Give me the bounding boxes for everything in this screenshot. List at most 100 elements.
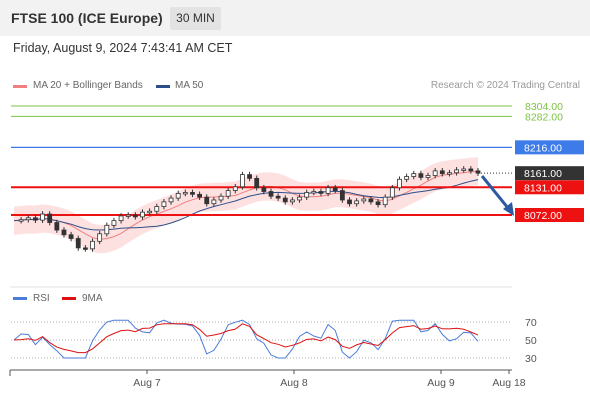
rsi-ma-legend-swatch	[62, 297, 76, 300]
candle-body	[354, 200, 360, 205]
candle-body	[368, 198, 374, 203]
candle-body	[261, 187, 267, 192]
candle-body	[454, 169, 459, 174]
candle-body	[254, 177, 260, 189]
rsi-level-label: 50	[525, 335, 537, 347]
candle-body	[240, 174, 245, 188]
candle-body	[111, 220, 117, 226]
candle-body	[268, 191, 274, 197]
candle-body	[325, 187, 331, 194]
candle-body	[218, 195, 224, 201]
candle-body	[432, 170, 438, 176]
candle-body	[225, 190, 231, 197]
candle-body	[182, 192, 188, 195]
candle-body	[361, 198, 367, 202]
x-axis-label: Aug 9	[427, 377, 455, 389]
candle-body	[232, 186, 238, 191]
candle-body	[197, 193, 203, 198]
rsi-ma-legend-label: 9MA	[82, 293, 103, 304]
forecast-arrowhead	[503, 202, 514, 216]
level-tag	[515, 166, 584, 181]
candle-body	[275, 195, 281, 199]
candle-body	[68, 234, 74, 239]
ma20-legend-swatch	[13, 85, 27, 88]
candle-body	[425, 175, 431, 178]
forecast-arrow	[480, 175, 510, 209]
candle-body	[397, 178, 402, 189]
candle-body	[104, 224, 110, 235]
candle-body	[382, 196, 388, 206]
rsi-level-label: 70	[525, 317, 537, 329]
candle-body	[25, 217, 31, 221]
level-tag	[515, 180, 584, 195]
credit-text: Research © 2024 Trading Central	[430, 80, 580, 91]
candle-body	[61, 229, 67, 236]
level-tag-label: 8161.00	[524, 168, 562, 180]
x-axis-label: Aug 7	[133, 377, 161, 389]
candle-body	[311, 191, 317, 194]
candle-body	[75, 238, 81, 249]
candle-body	[475, 170, 481, 174]
resistance-label: 8282.00	[525, 111, 563, 123]
candle-body	[132, 214, 138, 218]
timestamp: Friday, August 9, 2024 7:43:41 AM CET	[13, 41, 233, 55]
candle-body	[33, 217, 38, 221]
candle-body	[439, 170, 445, 175]
candle-body	[389, 187, 395, 198]
ma20-legend-label: MA 20 + Bollinger Bands	[33, 80, 143, 91]
candle-body	[82, 247, 88, 250]
candle-body	[161, 201, 167, 207]
rsi-level-label: 30	[525, 353, 537, 365]
candle-body	[140, 211, 145, 218]
candle-body	[168, 197, 174, 203]
candle-body	[97, 233, 103, 242]
level-tag-label: 8216.00	[524, 142, 562, 154]
candle-body	[118, 215, 124, 222]
candle-body	[211, 199, 217, 205]
level-tag	[515, 208, 584, 222]
level-tag-label: 8131.00	[524, 182, 562, 194]
candle-body	[204, 196, 210, 205]
candle-body	[289, 199, 295, 203]
resistance-label: 8304.00	[525, 101, 563, 113]
rsi-line	[13, 319, 479, 359]
candle-body	[125, 214, 131, 217]
candle-body	[47, 213, 53, 223]
candle-body	[247, 174, 252, 179]
candle-body	[404, 176, 410, 180]
candle-body	[40, 213, 45, 221]
candle-body	[468, 168, 474, 172]
ma50-legend-label: MA 50	[175, 80, 204, 91]
ma50-line	[13, 179, 479, 231]
candle-body	[318, 191, 324, 194]
level-tag	[515, 140, 584, 155]
candle-body	[347, 199, 352, 205]
candle-body	[339, 190, 345, 201]
candle-body	[297, 196, 302, 201]
candle-body	[418, 173, 424, 178]
level-tag-label: 8072.00	[524, 210, 562, 222]
x-axis-label: Aug 8	[280, 377, 308, 389]
x-axis-label: Aug 18	[492, 377, 525, 389]
candle-body	[90, 240, 95, 250]
candle-body	[304, 192, 310, 198]
candle-body	[54, 222, 60, 231]
rsi-ma-line	[13, 323, 479, 354]
rsi-legend-label: RSI	[33, 293, 50, 304]
timeframe-button[interactable]: 30 MIN	[170, 7, 221, 30]
candle-body	[447, 172, 452, 175]
instrument-title: FTSE 100 (ICE Europe)	[11, 10, 163, 26]
candle-body	[175, 192, 181, 199]
rsi-legend-swatch	[13, 297, 27, 300]
candle-body	[154, 206, 160, 212]
candle-body	[147, 210, 153, 214]
bollinger-band	[14, 157, 478, 254]
candle-body	[411, 173, 417, 177]
candle-body	[461, 168, 467, 171]
candle-body	[282, 197, 288, 203]
candle-body	[375, 201, 381, 206]
ma50-legend-swatch	[156, 85, 170, 88]
candle-body	[190, 192, 195, 195]
